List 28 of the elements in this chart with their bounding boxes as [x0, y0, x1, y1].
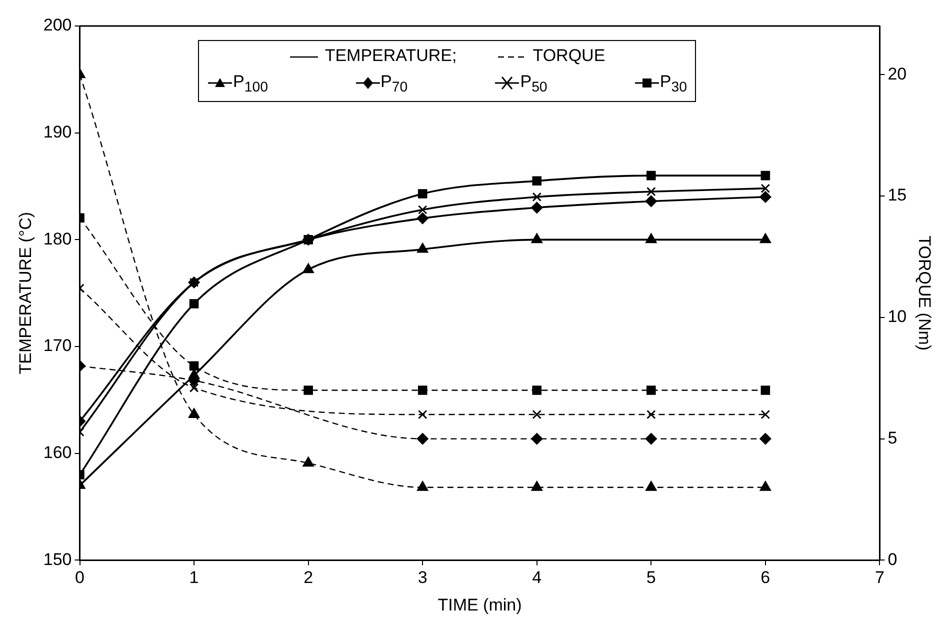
y-tick-label: 160 [43, 443, 72, 462]
y-tick-label: 150 [43, 550, 72, 569]
x-tick-label: 6 [760, 568, 770, 588]
y2-axis-title: TORQUE (Nm) [915, 236, 934, 351]
y2-tick-label: 20 [888, 64, 907, 84]
y2-tick-label: 10 [888, 307, 907, 326]
legend-label: P$_{70}$ [380, 72, 408, 96]
x-tick-label: 5 [646, 568, 656, 588]
annotation: TORQUE [532, 46, 606, 65]
y-tick-label: 200 [43, 16, 72, 35]
y-tick-label: 170 [43, 336, 72, 356]
x-axis-title: TIME (min) [438, 595, 522, 614]
y-tick-label: 190 [43, 122, 72, 142]
y2-tick-label: 15 [888, 186, 907, 205]
y-axis-title: TEMPERATURE (°C) [16, 212, 35, 374]
annotation: TEMPERATURE; [324, 46, 457, 65]
y-tick-label: 180 [43, 229, 72, 248]
x-tick-label: 0 [75, 568, 84, 588]
x-tick-label: 3 [418, 568, 428, 588]
x-tick-label: 7 [874, 568, 884, 588]
legend-label: P$_{30}$ [660, 72, 687, 96]
x-tick-label: 4 [532, 568, 542, 588]
legend-label: P$_{100}$ [233, 72, 268, 96]
y2-tick-label: 5 [888, 428, 898, 448]
x-tick-label: 1 [189, 568, 199, 588]
legend-label: P$_{50}$ [520, 72, 548, 96]
x-tick-label: 2 [304, 568, 314, 588]
y2-tick-label: 0 [888, 550, 898, 569]
